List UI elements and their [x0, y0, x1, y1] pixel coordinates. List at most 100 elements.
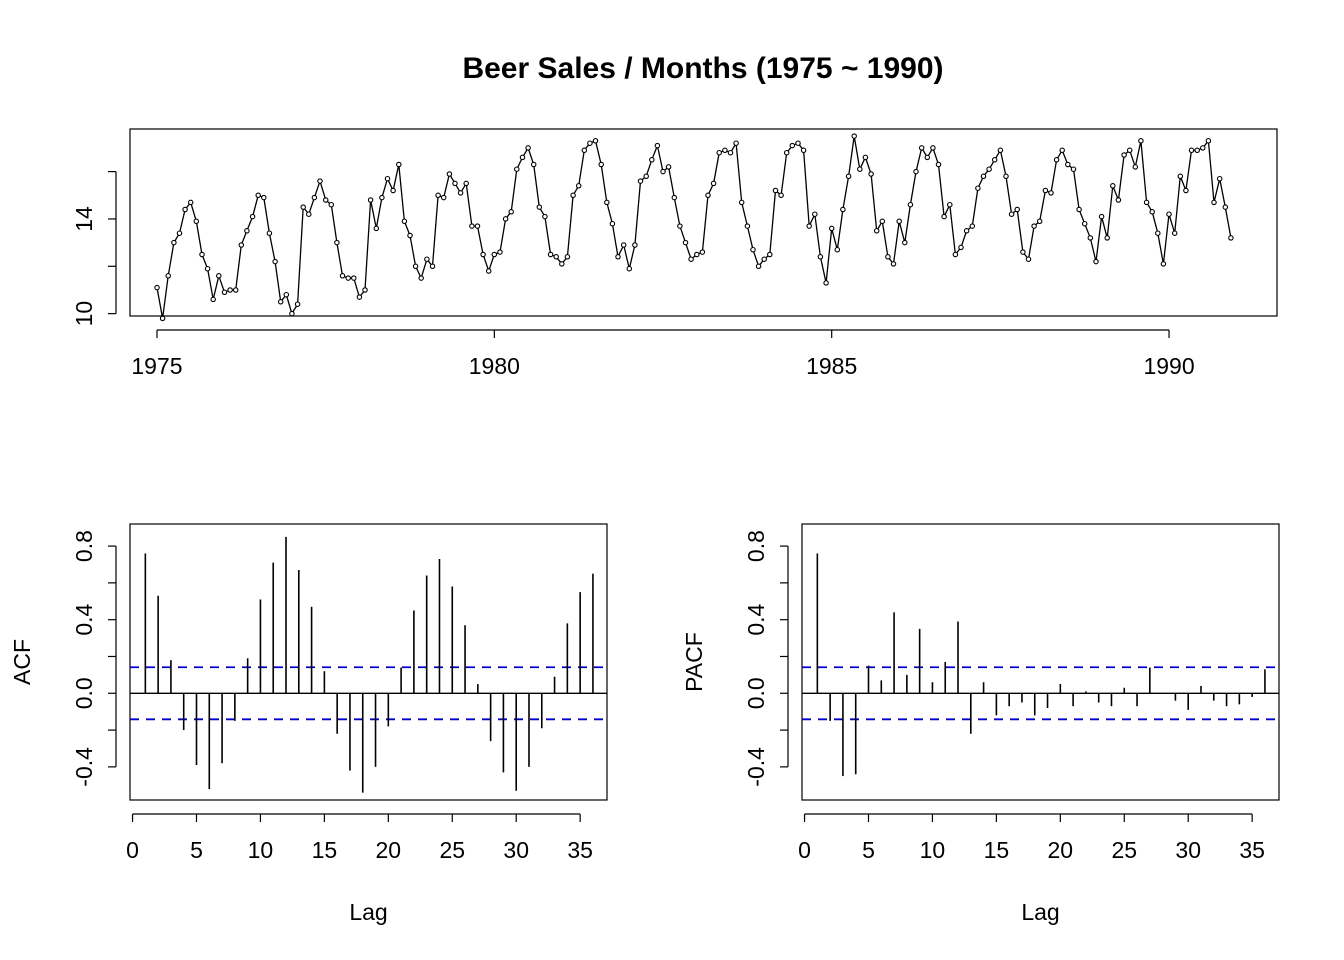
acf-y-tick-label: 0.4 [71, 603, 97, 635]
ts-x-tick-label: 1980 [469, 353, 520, 379]
ts-data-point [918, 145, 925, 151]
ts-data-point [536, 204, 543, 210]
ts-data-point [221, 289, 228, 296]
ts-data-point [1025, 256, 1032, 262]
ts-series-line [156, 135, 1232, 319]
ts-data-point [334, 239, 340, 246]
ts-data-point [289, 310, 295, 317]
ts-data-point [1183, 187, 1189, 194]
ts-data-point [564, 254, 571, 260]
ts-data-point [1228, 235, 1234, 241]
ts-data-point [812, 211, 818, 217]
time-series-plot: 1975 1980 1985 1990 10 14 [71, 128, 1278, 379]
ts-data-point [778, 192, 784, 199]
ts-data-point [446, 171, 453, 177]
ts-plot-frame [129, 128, 1278, 317]
pacf-x-axis-label: Lag [1021, 899, 1059, 925]
ts-data-point [390, 187, 396, 194]
ts-data-point [244, 228, 250, 234]
ts-data-point [497, 249, 503, 255]
ts-data-point [643, 173, 649, 180]
ts-data-point [767, 251, 773, 258]
ts-data-point [176, 230, 183, 236]
ts-data-point [890, 261, 897, 267]
ts-data-point [1143, 199, 1150, 206]
ts-data-point [845, 173, 852, 180]
ts-data-point [328, 201, 335, 208]
ts-data-point [1160, 261, 1167, 267]
ts-data-point [947, 201, 953, 208]
ts-data-point [480, 251, 486, 258]
ts-data-point [249, 213, 256, 220]
ts-data-point [1188, 147, 1195, 154]
ts-data-point [457, 190, 464, 196]
ts-data-point [339, 273, 346, 279]
ts-data-point [941, 213, 947, 220]
ts-data-point [705, 192, 711, 199]
ts-data-point [632, 242, 638, 248]
ts-data-point [1070, 166, 1077, 172]
ts-data-point [688, 256, 694, 262]
pacf-x-tick-label: 15 [984, 837, 1010, 863]
chart-title: Beer Sales / Months (1975 ~ 1990) [462, 52, 943, 85]
pacf-y-tick-label: 0.0 [743, 677, 769, 709]
ts-data-point [1048, 190, 1054, 196]
ts-data-point [637, 178, 644, 184]
ts-data-point [935, 161, 942, 168]
ts-data-point [783, 149, 790, 156]
ts-data-point [440, 194, 447, 201]
ts-x-tick-label: 1985 [806, 353, 857, 379]
ts-data-point [407, 232, 413, 239]
ts-data-point [379, 194, 385, 201]
ts-data-point [362, 287, 368, 293]
ts-data-point [508, 209, 514, 215]
ts-data-point [525, 145, 531, 151]
ts-data-point [1132, 164, 1139, 170]
ts-data-point [699, 249, 706, 255]
ts-data-point [733, 140, 739, 146]
ts-data-point [199, 251, 205, 258]
ts-data-point [896, 218, 902, 225]
ts-data-point [322, 197, 329, 203]
ts-data-point [755, 263, 762, 270]
ts-data-point [502, 216, 509, 222]
ts-data-point [873, 228, 880, 234]
ts-data-point [1155, 230, 1161, 236]
ts-data-point [722, 147, 728, 154]
ts-data-point [750, 246, 756, 253]
ts-data-point [958, 244, 964, 251]
pacf-x-tick-label: 30 [1175, 837, 1201, 863]
ts-data-point [1076, 206, 1082, 213]
ts-data-point [924, 154, 931, 161]
ts-data-point [435, 192, 441, 199]
ts-data-point [1014, 206, 1020, 213]
ts-data-point [1194, 147, 1200, 154]
ts-data-point [862, 154, 869, 161]
ts-data-point [210, 296, 216, 303]
ts-data-point [272, 258, 278, 265]
pacf-x-tick-label: 0 [798, 837, 811, 863]
ts-data-point [581, 147, 588, 154]
pacf-x-tick-label: 20 [1048, 837, 1074, 863]
pacf-y-tick-label: -0.4 [743, 747, 769, 787]
ts-data-point [609, 220, 616, 227]
ts-data-point [857, 166, 863, 172]
ts-data-point [1098, 213, 1105, 220]
ts-data-point [761, 256, 767, 262]
ts-data-point [519, 154, 526, 161]
ts-data-point [772, 187, 779, 194]
ts-data-point [677, 223, 683, 229]
acf-x-tick-label: 5 [190, 837, 203, 863]
ts-data-point [1121, 152, 1127, 158]
ts-x-tick-label: 1990 [1143, 353, 1194, 379]
ts-data-point [356, 294, 363, 300]
ts-data-point [255, 192, 261, 199]
acf-x-axis-label: Lag [349, 899, 387, 925]
ts-data-point [649, 157, 655, 163]
ts-data-point [1042, 187, 1049, 194]
ts-data-point [514, 166, 520, 172]
ts-data-point [1093, 258, 1099, 265]
ts-data-point [1031, 223, 1037, 229]
ts-data-point [851, 133, 857, 139]
ts-data-point [1065, 161, 1071, 168]
